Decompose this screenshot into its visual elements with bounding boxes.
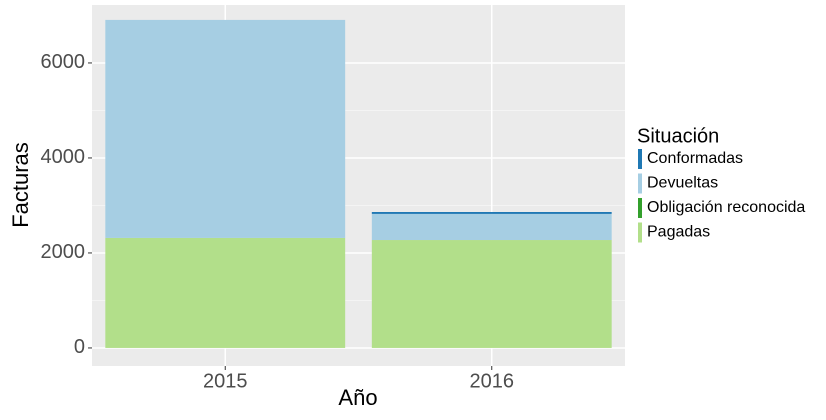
y-tick-label: 4000 [41, 146, 86, 168]
legend-label: Obligación reconocida [647, 199, 805, 216]
legend-title: Situación [637, 125, 719, 147]
bar-segment [371, 213, 612, 241]
y-tick-label: 2000 [41, 241, 86, 263]
legend-label: Devueltas [647, 175, 718, 192]
legend-key [638, 149, 642, 169]
bar-segment [371, 240, 612, 348]
bar-segment [371, 212, 612, 214]
x-tick-label: 2015 [203, 370, 248, 392]
y-tick-label: 6000 [41, 51, 86, 73]
bar-segment [105, 19, 346, 238]
bar-segment [105, 237, 346, 348]
legend-key [638, 198, 642, 218]
y-tick-label: 0 [74, 336, 85, 358]
legend-label: Pagadas [647, 224, 710, 241]
legend-key [638, 173, 642, 194]
x-tick-label: 2016 [470, 370, 515, 392]
legend-key [638, 222, 642, 243]
x-axis-label: Año [338, 385, 377, 410]
legend-label: Conformadas [647, 150, 743, 167]
y-axis-label: Facturas [8, 142, 33, 228]
